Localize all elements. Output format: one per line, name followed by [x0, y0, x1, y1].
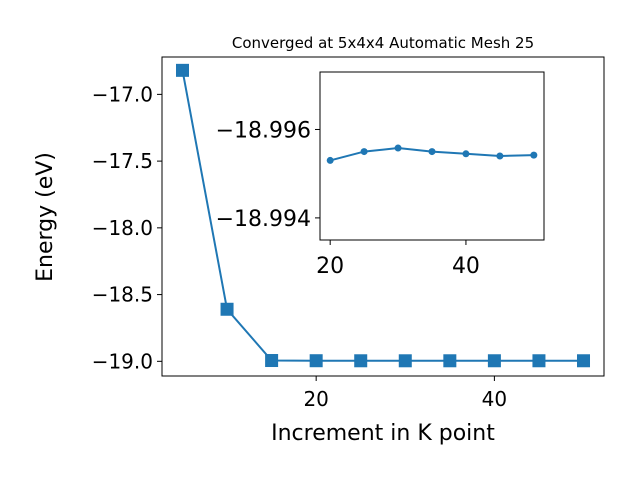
- inset-plot-frame: [319, 71, 545, 241]
- chart-title: Converged at 5x4x4 Automatic Mesh 25: [232, 34, 534, 52]
- main-plot-frame: [161, 56, 605, 377]
- inset-data-point: [530, 151, 538, 159]
- inset-data-point: [428, 148, 436, 156]
- main-data-point: [532, 354, 546, 368]
- inset-x-ticks: 20 40: [316, 240, 480, 279]
- inset-data-point: [360, 148, 368, 156]
- main-data-point: [443, 354, 457, 368]
- main-series-line: [181, 70, 584, 362]
- y-axis-label: Energy (eV): [33, 152, 58, 282]
- inset-data-point: [326, 156, 334, 164]
- main-x-ticks: 20 40: [303, 376, 507, 411]
- x-axis-label: Increment in K point: [271, 421, 495, 446]
- main-data-point: [309, 354, 323, 368]
- main-data-point: [487, 354, 501, 368]
- main-y-tick-label: −18.0: [92, 216, 153, 240]
- inset-y-tick-label: −18.994: [216, 207, 311, 232]
- inset-data-point: [394, 144, 402, 152]
- main-data-point: [175, 63, 189, 77]
- main-x-tick-label: 20: [303, 387, 328, 411]
- main-y-tick-label: −17.5: [92, 149, 153, 173]
- inset-y-tick-label: −18.996: [216, 118, 311, 143]
- main-plot: −17.0−17.5−18.0−18.5−19.0 20 40 Converged…: [33, 34, 605, 446]
- main-y-tick-label: −19.0: [92, 349, 153, 373]
- inset-y-ticks: −18.996 −18.994: [216, 118, 320, 232]
- inset-plot: −18.996−18.994 20 40: [216, 71, 545, 279]
- main-data-point: [577, 354, 591, 368]
- main-y-tick-label: −18.5: [92, 283, 153, 307]
- main-data-point: [354, 354, 368, 368]
- inset-x-tick-label: 40: [452, 254, 480, 279]
- main-y-ticks: −17.0 −17.5 −18.0 −18.5 −19.0: [92, 82, 162, 373]
- main-y-tick-label: −17.0: [92, 82, 153, 106]
- main-data-point: [220, 302, 234, 316]
- inset-data-point: [462, 150, 470, 158]
- main-data-point: [265, 354, 279, 368]
- inset-x-tick-label: 20: [316, 254, 344, 279]
- inset-series: [326, 144, 538, 164]
- inset-data-point: [496, 152, 504, 160]
- main-data-point: [398, 354, 412, 368]
- main-x-tick-label: 40: [482, 387, 507, 411]
- main-series: [175, 63, 591, 368]
